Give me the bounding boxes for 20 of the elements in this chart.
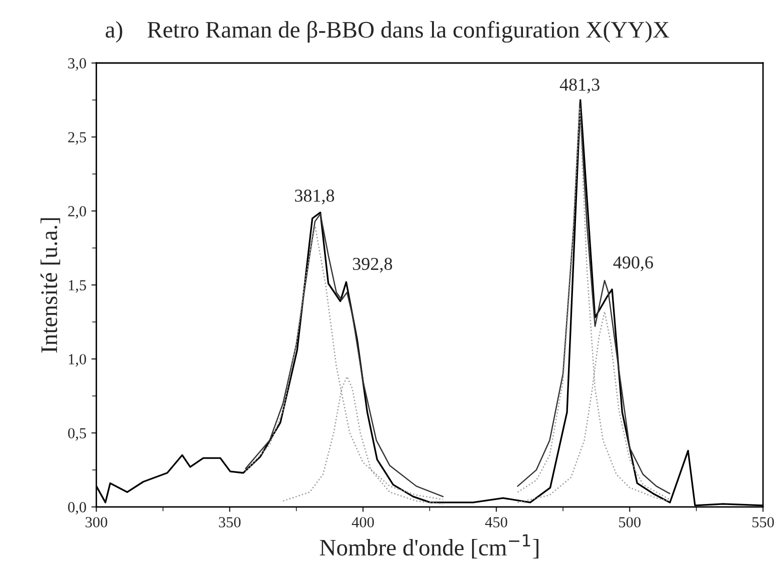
y-tick-label: 0,0 [68,502,86,515]
x-tick-label: 400 [352,517,374,528]
y-tick-label: 1,0 [68,354,86,367]
annotation: 490,6 [613,256,654,272]
x-tick-label: 550 [752,517,774,528]
y-tick-label: 2,0 [68,206,86,219]
x-tick-label: 350 [218,517,241,528]
y-tick-label: 1,5 [68,280,86,293]
x-tick-label: 500 [619,517,641,528]
x-tick-label: 300 [86,517,108,528]
annotation: 481,3 [560,78,600,94]
y-axis-title: Intensité [u.a.] [40,218,60,353]
annotation: 392,8 [353,258,392,273]
chart-title: a) Retro Raman de β-BBO dans la configuration X(YY)X [106,20,670,43]
annotation: 381,8 [295,190,334,204]
y-tick-label: 0,5 [68,428,86,441]
x-tick-label: 450 [485,517,508,528]
y-tick-label: 2,5 [68,132,86,145]
x-axis-title: Nombre d'onde [cm$^{−1}$] [320,534,538,559]
y-tick-label: 3,0 [68,58,86,71]
